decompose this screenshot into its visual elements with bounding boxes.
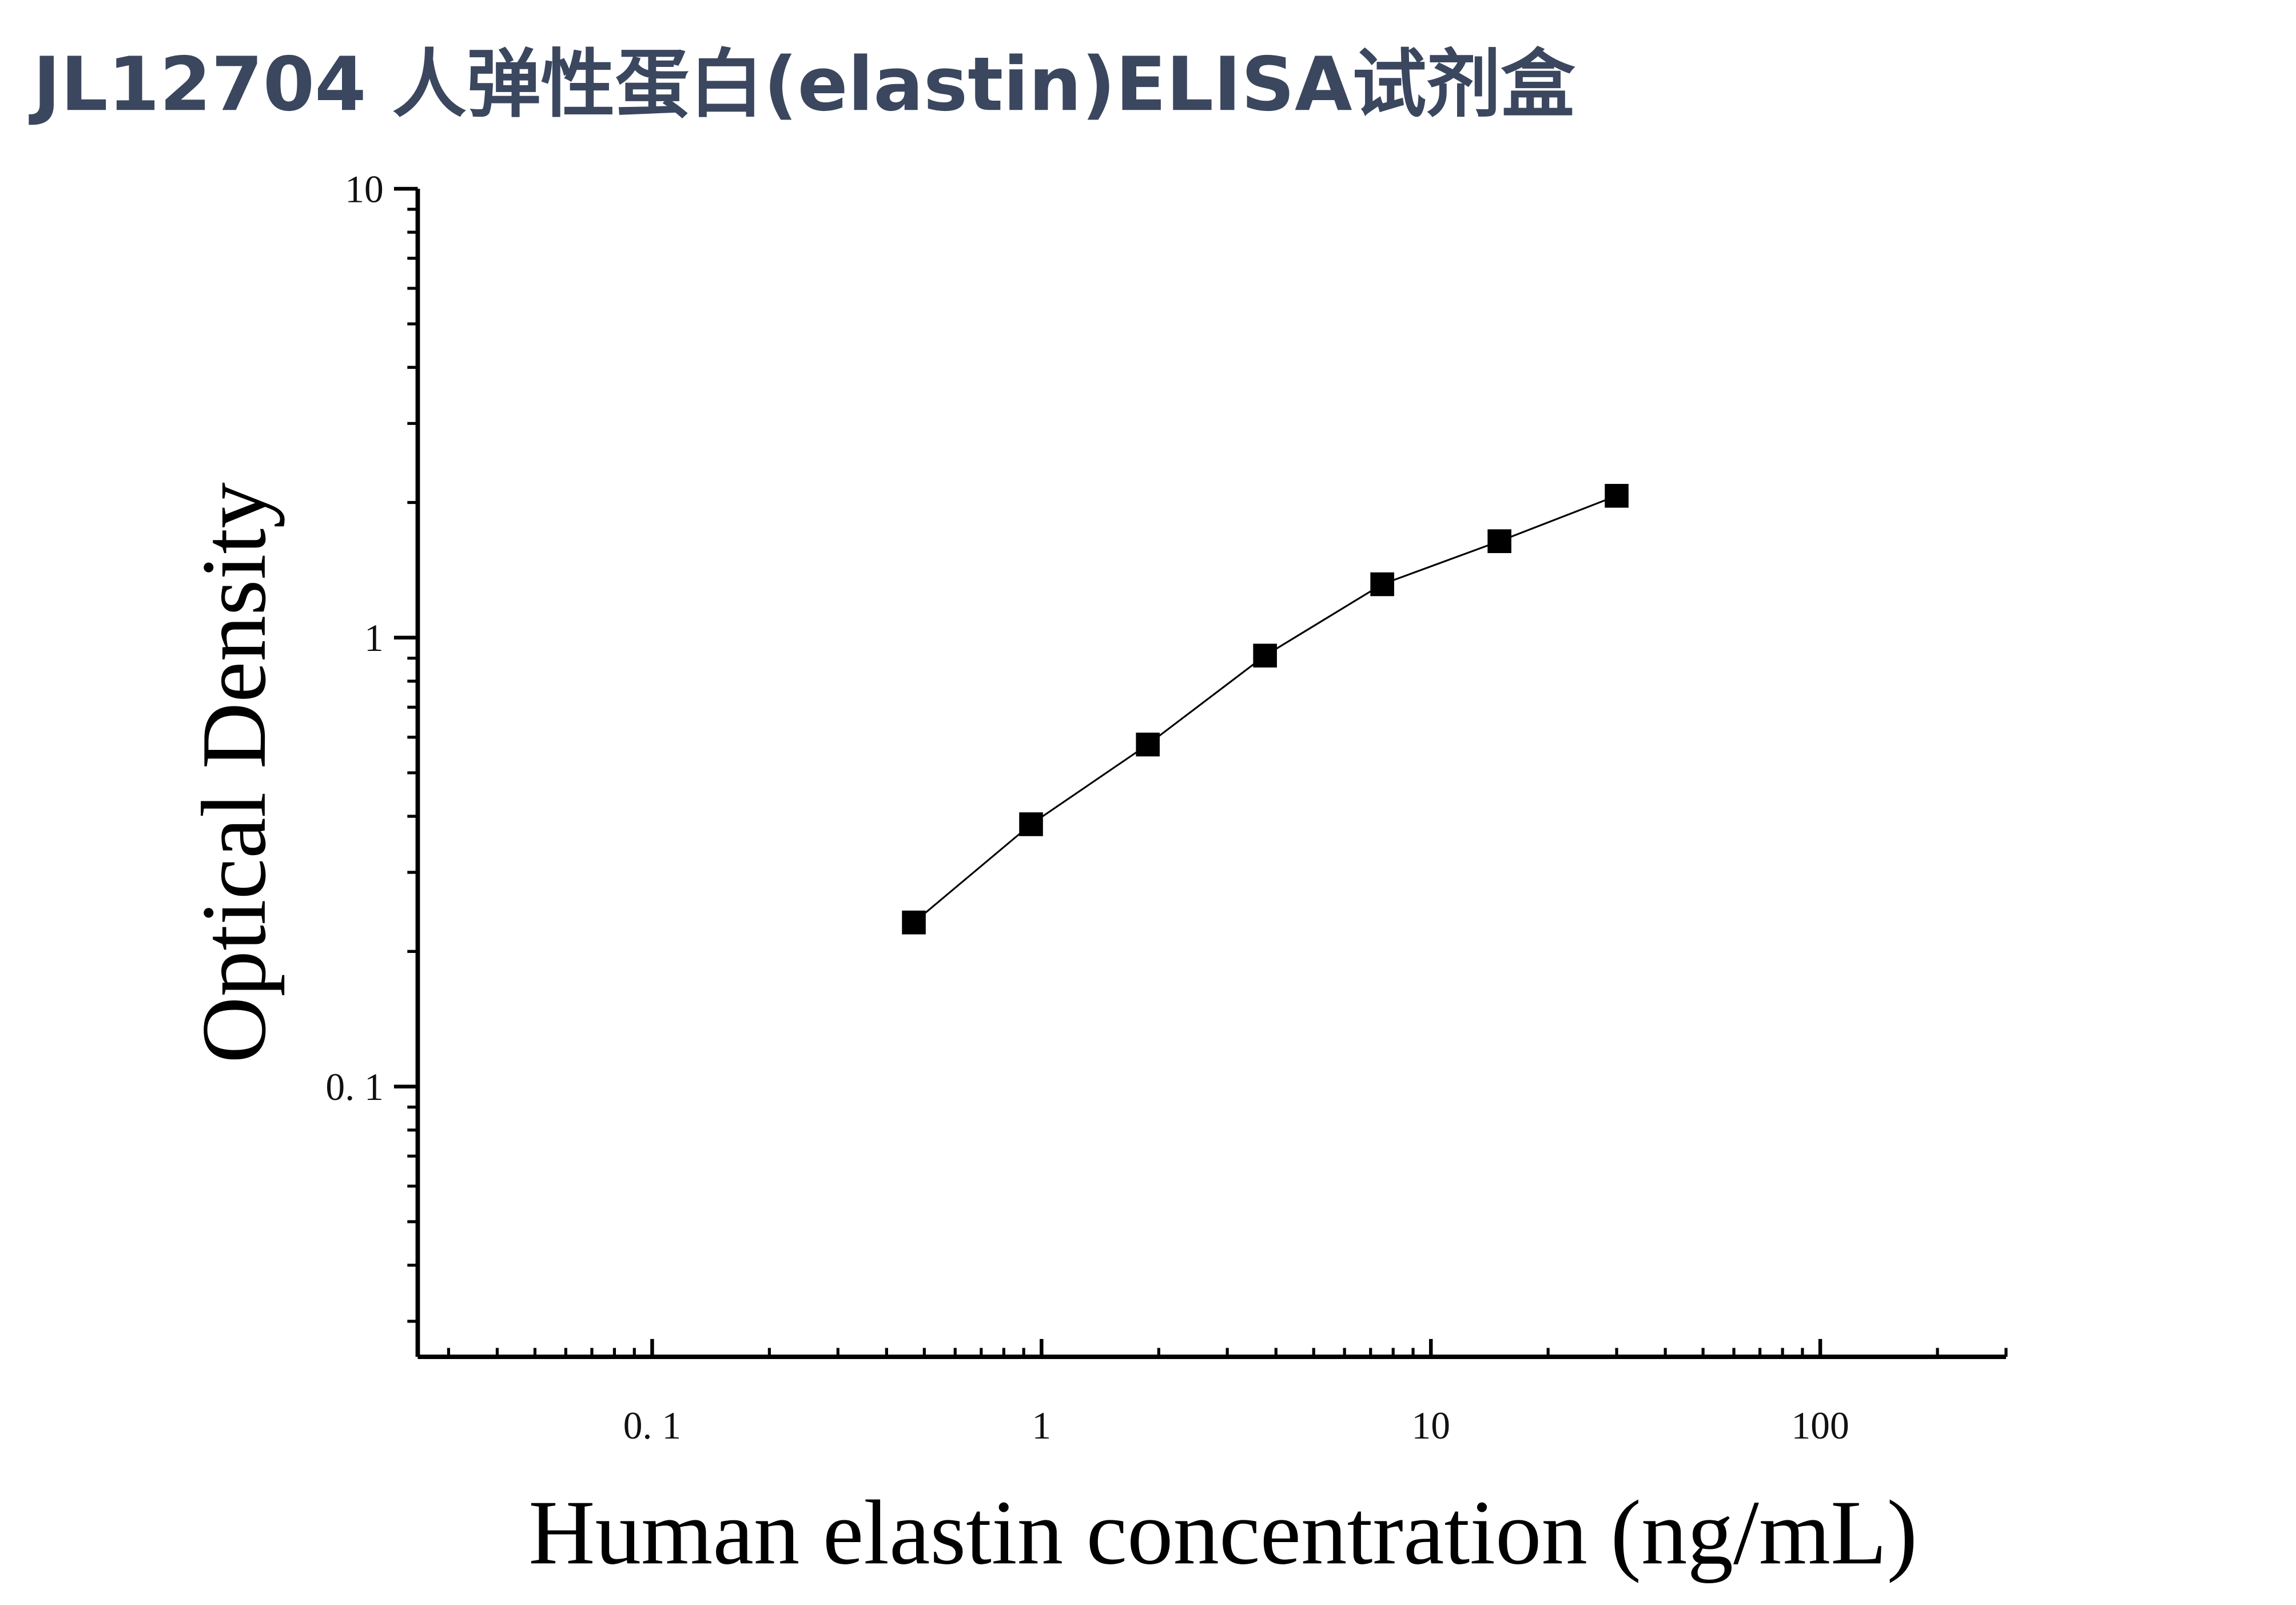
x-tick-label: 0. 1 <box>623 1404 681 1447</box>
chart-title: JL12704 人弹性蛋白(elastin)ELISA试剂盒 <box>29 41 1576 128</box>
x-tick-label: 10 <box>1411 1404 1450 1447</box>
marker <box>1136 732 1160 757</box>
x-tick-label: 100 <box>1791 1404 1849 1447</box>
marker <box>902 910 926 935</box>
x-tick-label: 1 <box>1032 1404 1051 1447</box>
marker <box>1605 484 1629 508</box>
marker <box>1370 572 1394 597</box>
curve <box>913 495 1617 923</box>
y-axis-label: Optical Density <box>182 482 285 1063</box>
y-tick-label: 1 <box>364 617 384 660</box>
marker <box>1019 812 1043 836</box>
y-tick-label: 10 <box>345 168 384 210</box>
marker <box>1487 529 1511 553</box>
x-axis-label: Human elastin concentration (ng/mL) <box>528 1481 1917 1583</box>
y-tick-label: 0. 1 <box>325 1066 383 1109</box>
marker <box>1253 643 1277 668</box>
